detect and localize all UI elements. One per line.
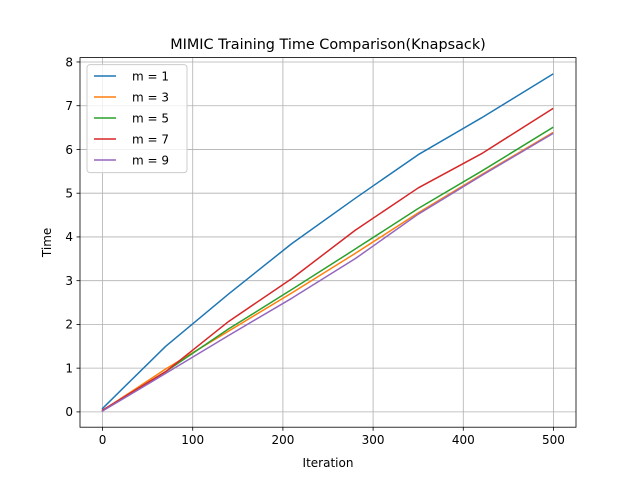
legend-label-1: m = 1 [132,69,169,83]
legend-label-2: m = 3 [132,90,169,104]
x-tick-label: 300 [362,433,385,447]
legend-label-3: m = 5 [132,111,169,125]
x-axis-label: Iteration [303,456,354,470]
y-tick-label: 2 [65,318,73,332]
y-tick-label: 0 [65,405,73,419]
series-line-5 [101,132,554,413]
y-tick-label: 8 [65,55,73,69]
legend-label-4: m = 7 [132,132,169,146]
legend-label-5: m = 9 [132,153,169,167]
y-tick-label: 1 [65,361,73,375]
y-axis-label: Time [40,228,54,258]
x-tick-label: 100 [181,433,204,447]
series-line-3 [101,126,554,412]
series-lines [101,73,554,413]
legend: m = 1 m = 3 m = 5 m = 7 m = 9 [86,64,188,174]
chart-title: MIMIC Training Time Comparison(Knapsack) [170,37,486,53]
x-tick-label: 0 [99,433,107,447]
plot-frame [79,57,577,428]
x-tick-label: 400 [452,433,475,447]
axis-ticks: 0 100 200 300 400 500 0 1 2 3 4 5 6 7 8 [65,55,565,447]
x-tick-label: 200 [271,433,294,447]
series-line-4 [101,107,554,412]
y-tick-label: 3 [65,274,73,288]
legend-box [86,64,188,174]
x-tick-label: 500 [542,433,565,447]
y-tick-label: 6 [65,143,73,157]
y-tick-label: 4 [65,230,73,244]
y-tick-label: 7 [65,99,73,113]
y-tick-label: 5 [65,186,73,200]
grid [80,57,576,428]
series-line-1 [101,73,554,410]
